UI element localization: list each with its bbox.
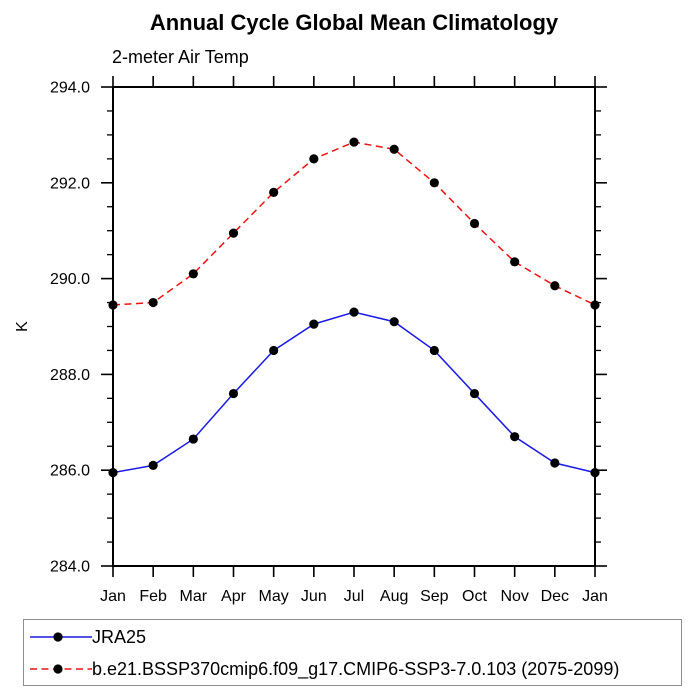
legend-sample-marker xyxy=(53,631,63,642)
x-tick-label: May xyxy=(259,588,289,605)
data-point-marker xyxy=(389,144,399,154)
data-point-marker xyxy=(349,307,359,317)
data-point-marker xyxy=(550,458,560,468)
chart-title: Annual Cycle Global Mean Climatology xyxy=(149,10,559,35)
data-point-marker xyxy=(429,345,439,356)
data-point-marker xyxy=(510,257,520,267)
data-point-marker xyxy=(188,269,198,279)
x-tick-label: Mar xyxy=(180,588,208,605)
data-point-marker xyxy=(309,319,319,329)
data-point-marker xyxy=(309,154,319,164)
x-tick-label: Sep xyxy=(420,588,449,605)
data-point-marker xyxy=(590,300,600,310)
legend-label-model: b.e21.BSSP370cmip6.f09_g17.CMIP6-SSP3-7.… xyxy=(92,658,620,679)
x-tick-label: Dec xyxy=(541,588,569,605)
y-tick-label: 292.0 xyxy=(50,175,90,192)
legend-sample-marker xyxy=(53,663,63,674)
x-tick-label: Feb xyxy=(139,588,167,605)
legend-line-sample-dashed xyxy=(30,663,92,674)
x-tick-label: Jul xyxy=(344,588,364,605)
data-point-marker xyxy=(389,317,399,327)
data-point-marker xyxy=(269,345,279,356)
data-point-marker xyxy=(429,178,439,188)
data-point-marker xyxy=(349,137,359,147)
chart-subtitle: 2-meter Air Temp xyxy=(112,47,249,67)
y-axis-label: K xyxy=(14,321,31,332)
plot-frame xyxy=(112,86,596,567)
data-point-marker xyxy=(550,281,560,291)
legend: JRA25 b.e21.BSSP370cmip6.f09_g17.CMIP6-S… xyxy=(23,619,682,686)
series-line-0 xyxy=(112,311,596,474)
data-point-marker xyxy=(148,297,158,308)
x-tick-label: Nov xyxy=(500,588,528,605)
data-point-marker xyxy=(469,388,480,399)
legend-item-model: b.e21.BSSP370cmip6.f09_g17.CMIP6-SSP3-7.… xyxy=(24,653,681,684)
data-point-marker xyxy=(188,434,198,444)
x-tick-label: Apr xyxy=(221,588,247,605)
data-point-marker xyxy=(108,467,118,478)
x-tick-label: Aug xyxy=(380,588,408,605)
y-tick-label: 286.0 xyxy=(50,463,90,480)
legend-line-sample-solid xyxy=(30,631,92,642)
x-tick-label: Oct xyxy=(462,588,487,605)
x-tick-label: Jan xyxy=(100,588,126,605)
data-point-marker xyxy=(590,467,600,478)
data-point-marker xyxy=(269,187,279,197)
data-point-marker xyxy=(228,388,239,399)
data-point-marker xyxy=(228,228,239,238)
legend-label-jra25: JRA25 xyxy=(92,626,147,647)
legend-item-jra25: JRA25 xyxy=(24,621,681,652)
data-point-marker xyxy=(148,460,158,471)
y-tick-label: 294.0 xyxy=(50,80,90,97)
data-point-marker xyxy=(469,218,480,229)
data-point-marker xyxy=(108,300,118,310)
plot-area: 284.0 286.0 288.0 290.0 292.0 294.0 Jan Feb Mar A… xyxy=(14,76,608,605)
y-tick-label: 290.0 xyxy=(50,271,90,288)
y-tick-label: 284.0 xyxy=(50,559,90,576)
y-tick-label: 288.0 xyxy=(50,367,90,384)
data-point-marker xyxy=(510,432,520,442)
x-tick-label: Jun xyxy=(301,588,327,605)
x-tick-label: Jan xyxy=(582,588,608,605)
series-line-1 xyxy=(112,141,596,306)
